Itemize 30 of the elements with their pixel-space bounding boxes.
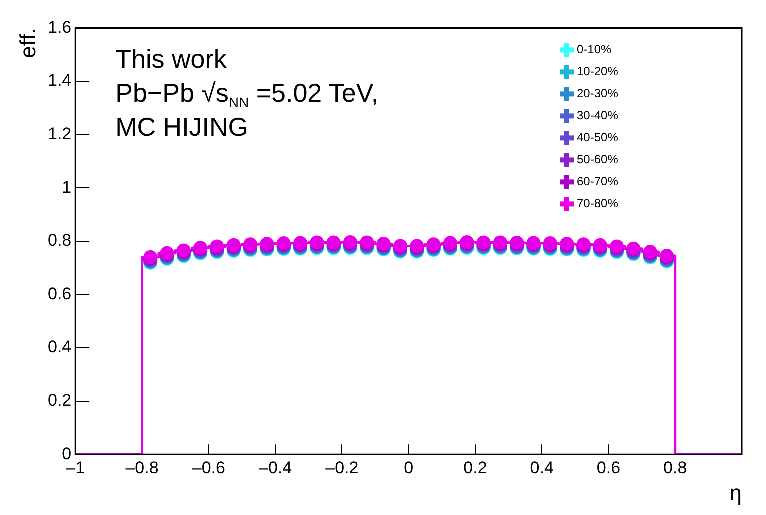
x-tick-label: 0.2: [464, 458, 488, 478]
legend-label: 60-70%: [577, 174, 619, 189]
y-tick-label: 1.6: [48, 18, 72, 37]
legend-label: 50-60%: [577, 152, 619, 167]
y-tick-label: 0.8: [48, 231, 72, 250]
legend-label: 40-50%: [577, 130, 619, 145]
legend-label: 30-40%: [577, 108, 619, 123]
x-tick-label: –0.8: [126, 458, 159, 478]
x-tick-label: –0.6: [192, 458, 226, 478]
x-tick-label: –0.2: [326, 458, 359, 478]
y-tick-label: 0.2: [48, 390, 72, 410]
y-tick-label: 1.4: [48, 71, 72, 90]
x-tick-label: 0.6: [596, 458, 621, 478]
x-tick-label: 0: [404, 458, 414, 478]
legend-label: 10-20%: [577, 64, 619, 79]
y-tick-label: 0: [62, 444, 72, 464]
legend-label: 0-10%: [577, 42, 612, 57]
x-tick-label: 0.4: [530, 458, 554, 478]
y-tick-label: 0.4: [48, 338, 72, 357]
x-axis-title: η: [730, 480, 742, 506]
y-tick-label: 1.2: [48, 124, 72, 144]
legend-label: 20-30%: [577, 86, 619, 101]
y-axis-title: eff.: [16, 28, 41, 58]
annotation: MC HIJING: [116, 112, 249, 142]
x-tick-label: 0.8: [664, 458, 688, 478]
legend-label: 70-80%: [577, 196, 619, 211]
y-tick-label: 0.6: [48, 284, 72, 304]
annotation: This work: [116, 44, 228, 74]
y-tick-label: 1: [62, 178, 72, 197]
x-tick-label: –0.4: [258, 458, 292, 478]
